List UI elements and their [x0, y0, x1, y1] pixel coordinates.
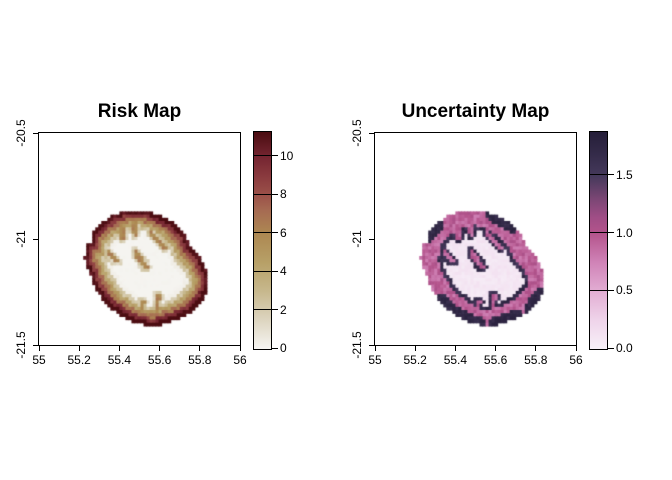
x-axis-tick [414, 346, 416, 351]
x-axis-tick-label: 55 [32, 353, 46, 367]
colorbar-tick-label: 0 [280, 341, 287, 355]
y-axis-tick-label: -21.5 [14, 331, 28, 359]
x-axis-tick-label: 55.8 [188, 353, 212, 367]
uncertainty-map-title: Uncertainty Map [401, 101, 550, 122]
x-axis-tick [454, 346, 456, 351]
colorbar-tick-label: 4 [280, 264, 287, 279]
x-axis-tick-label: 55.4 [107, 353, 132, 367]
colorbar-tick-label: 0.5 [616, 283, 633, 298]
uncertainty-map-plot [374, 132, 577, 346]
colorbar-tick-line [254, 155, 271, 157]
colorbar-tick [272, 155, 278, 157]
colorbar-tick-line [590, 289, 607, 291]
colorbar-tick-label: 1.5 [616, 167, 633, 182]
colorbar-tick [272, 309, 278, 311]
uncertainty-colorbar [589, 131, 608, 350]
uncertainty-map-panel: Uncertainty Map 55 55.2 55.4 55.6 55.8 56 -20… [336, 0, 672, 480]
colorbar-tick [608, 347, 614, 349]
y-axis-tick-label: -21 [14, 230, 28, 248]
x-axis-tick-label: 55.2 [67, 353, 91, 367]
colorbar-tick [608, 232, 614, 234]
colorbar-tick-label: 0.0 [616, 341, 633, 355]
x-axis-tick-label: 55.8 [524, 353, 548, 367]
y-axis-tick-label: -21 [350, 230, 364, 248]
x-axis-tick [535, 346, 537, 351]
colorbar-tick [272, 193, 278, 195]
x-axis-tick-label: 56 [569, 353, 583, 367]
colorbar-tick [272, 270, 278, 272]
colorbar-tick-line [254, 193, 271, 195]
y-axis-tick [369, 132, 374, 134]
colorbar-tick-line [590, 174, 607, 176]
y-axis-tick [369, 238, 374, 240]
colorbar-tick-label: 6 [280, 225, 287, 240]
x-axis-tick-label: 55.6 [483, 353, 508, 367]
colorbar-tick-label: 8 [280, 187, 287, 202]
x-axis-tick-label: 55.4 [443, 353, 468, 367]
colorbar-tick [608, 289, 614, 291]
colorbar-tick [272, 347, 278, 349]
colorbar-tick-line [254, 232, 271, 234]
colorbar-tick-line [254, 270, 271, 272]
y-axis-tick [369, 344, 374, 346]
colorbar-tick [272, 232, 278, 234]
y-axis-tick [33, 132, 38, 134]
colorbar-tick-line [254, 309, 271, 311]
y-axis-tick-label: -21.5 [350, 331, 364, 359]
x-axis-tick-label: 55.6 [147, 353, 172, 367]
uncertainty-raster-canvas [375, 133, 576, 345]
x-axis-tick [239, 346, 241, 351]
risk-map-panel: Risk Map 55 55.2 55.4 55.6 55.8 56 -20.5 -21 -2… [14, 101, 294, 367]
x-axis-tick [575, 346, 577, 351]
risk-map-plot [38, 132, 241, 346]
risk-colorbar [253, 131, 272, 350]
colorbar-tick-label: 2 [280, 302, 287, 317]
x-axis-tick [78, 346, 80, 351]
x-axis-tick [159, 346, 161, 351]
risk-raster-canvas [39, 133, 240, 345]
y-axis-tick [33, 344, 38, 346]
x-axis-tick-label: 55 [368, 353, 382, 367]
colorbar-tick [608, 174, 614, 176]
x-axis-tick [38, 346, 40, 351]
x-axis-tick [495, 346, 497, 351]
y-axis-tick-label: -20.5 [350, 119, 364, 147]
x-axis-tick [374, 346, 376, 351]
x-axis-tick-label: 55.2 [403, 353, 427, 367]
y-axis-tick [33, 238, 38, 240]
x-axis-tick [199, 346, 201, 351]
colorbar-tick-line [590, 232, 607, 234]
colorbar-tick-label: 10 [280, 148, 294, 163]
risk-map-title: Risk Map [97, 101, 182, 122]
x-axis-tick-label: 56 [233, 353, 247, 367]
colorbar-tick-label: 1.0 [616, 225, 633, 240]
x-axis-tick [118, 346, 120, 351]
y-axis-tick-label: -20.5 [14, 119, 28, 147]
